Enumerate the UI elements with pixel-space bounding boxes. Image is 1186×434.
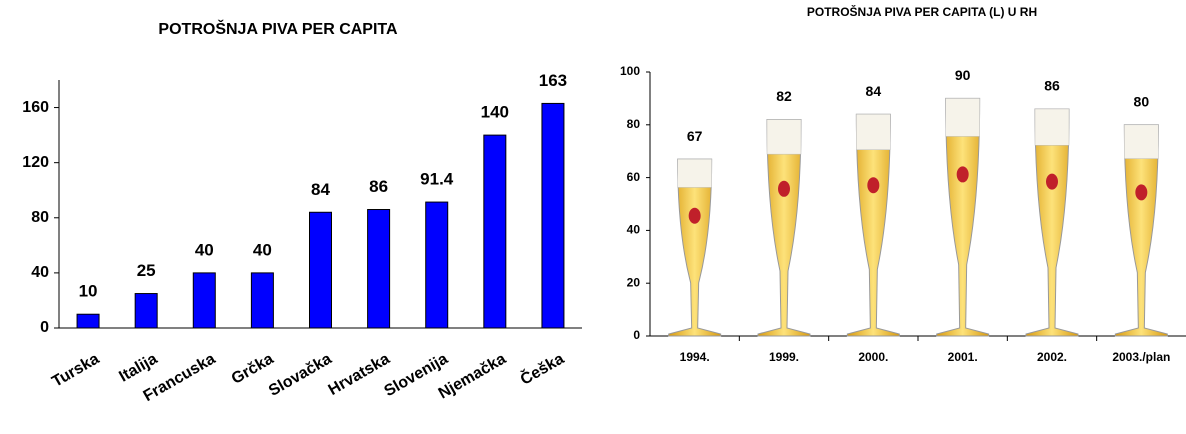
data-label: 82 [776, 88, 792, 104]
bar [250, 272, 274, 329]
data-label: 84 [866, 83, 882, 99]
x-tick-label: 2001. [948, 350, 978, 364]
data-label: 90 [955, 67, 971, 83]
y-tick-label: 80 [31, 209, 49, 226]
x-tick-label: 1999. [769, 350, 799, 364]
foam [766, 119, 802, 155]
y-tick-label: 40 [31, 264, 49, 281]
data-label: 91.4 [420, 170, 454, 189]
glass [936, 97, 990, 337]
bar [425, 201, 449, 329]
logo [956, 166, 969, 183]
bar [309, 211, 332, 329]
data-label: 40 [195, 240, 214, 259]
x-tick-label: Slovačka [266, 350, 335, 399]
logo [778, 180, 790, 197]
y-tick-label: 0 [633, 328, 640, 342]
glass [668, 158, 722, 337]
data-label: 140 [481, 103, 509, 122]
y-tick-label: 80 [627, 117, 641, 131]
foam [856, 113, 891, 150]
x-tick-label: 2000. [858, 350, 888, 364]
x-tick-label: 2002. [1037, 350, 1067, 364]
x-tick-label: 1994. [680, 350, 710, 364]
foam [945, 98, 980, 137]
y-tick-label: 100 [620, 64, 640, 78]
data-label: 163 [539, 71, 567, 90]
data-label: 80 [1134, 94, 1150, 110]
data-label: 84 [311, 180, 330, 199]
y-tick-label: 0 [40, 319, 49, 336]
y-tick-label: 120 [22, 154, 49, 171]
logo [867, 177, 880, 194]
glass [1025, 108, 1079, 337]
logo [1046, 173, 1058, 190]
logo [688, 207, 701, 224]
foam [677, 158, 712, 188]
data-label: 10 [79, 282, 98, 301]
bar [483, 134, 507, 329]
logo [1135, 184, 1148, 201]
y-tick-label: 40 [627, 223, 641, 237]
foam [1124, 124, 1159, 159]
x-tick-label: Turska [49, 350, 102, 390]
chart-title: POTROŠNJA PIVA PER CAPITA (L) U RH [807, 4, 1037, 19]
chart-title: POTROŠNJA PIVA PER CAPITA [158, 19, 398, 38]
y-tick-label: 60 [627, 170, 641, 184]
bar [367, 209, 391, 329]
x-tick-label: Italija [116, 350, 160, 385]
bar [76, 313, 100, 329]
glass [1114, 124, 1168, 337]
bar [541, 102, 565, 329]
glass [846, 113, 900, 337]
x-tick-label: 2003./plan [1112, 350, 1170, 364]
glass [757, 119, 811, 337]
data-label: 86 [369, 177, 388, 196]
data-label: 25 [137, 261, 156, 280]
data-label: 67 [687, 128, 703, 144]
y-tick-label: 20 [627, 275, 641, 289]
data-label: 40 [253, 240, 272, 259]
x-tick-label: Češka [517, 349, 567, 389]
data-label: 86 [1044, 78, 1060, 94]
bar [192, 272, 216, 329]
x-tick-label: Hrvatska [326, 350, 393, 399]
y-tick-label: 160 [22, 99, 49, 116]
bar [134, 293, 158, 329]
foam [1034, 108, 1070, 146]
